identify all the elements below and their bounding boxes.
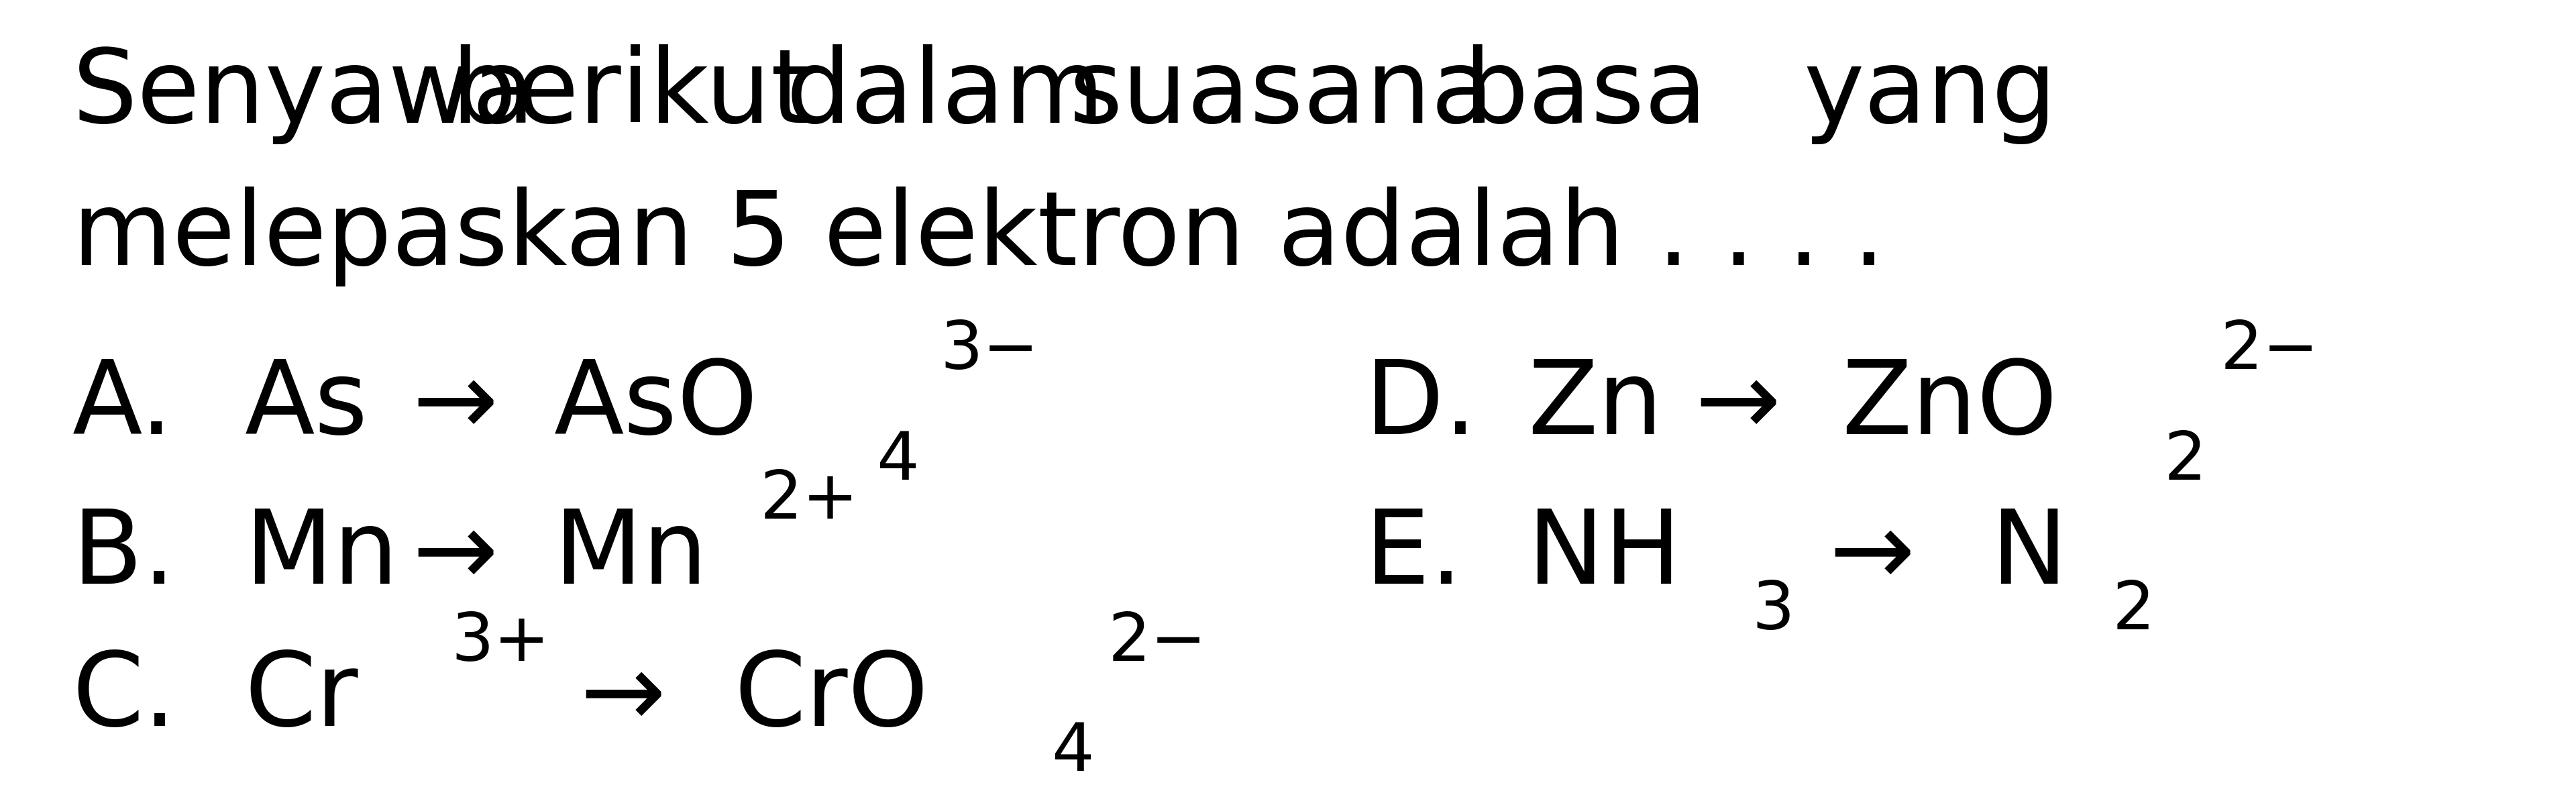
Text: Mn: Mn: [245, 505, 399, 606]
Text: →: →: [412, 505, 497, 606]
Text: Mn: Mn: [554, 505, 708, 606]
Text: dalam: dalam: [786, 44, 1105, 144]
Text: berikut: berikut: [451, 44, 811, 144]
Text: →: →: [580, 647, 665, 747]
Text: 4: 4: [876, 428, 920, 493]
Text: 3−: 3−: [940, 318, 1038, 383]
Text: Senyawa: Senyawa: [72, 44, 536, 144]
Text: 2+: 2+: [760, 468, 858, 533]
Text: N: N: [1991, 505, 2069, 606]
Text: A.: A.: [72, 356, 173, 456]
Text: D.: D.: [1365, 356, 1476, 456]
Text: 3: 3: [1752, 578, 1795, 643]
Text: As: As: [245, 356, 368, 456]
Text: 2−: 2−: [1108, 610, 1206, 675]
Text: Cr: Cr: [245, 647, 358, 747]
Text: →: →: [412, 356, 497, 456]
Text: suasana: suasana: [1069, 44, 1494, 144]
Text: AsO: AsO: [554, 356, 757, 456]
Text: C.: C.: [72, 647, 175, 747]
Text: Zn: Zn: [1528, 356, 1662, 456]
Text: B.: B.: [72, 505, 175, 606]
Text: CrO: CrO: [734, 647, 930, 747]
Text: ZnO: ZnO: [1842, 356, 2058, 456]
Text: yang: yang: [1803, 44, 2056, 144]
Text: →: →: [1695, 356, 1780, 456]
Text: 4: 4: [1051, 720, 1095, 785]
Text: →: →: [1829, 505, 1914, 606]
Text: 2−: 2−: [2221, 318, 2318, 383]
Text: 3+: 3+: [451, 610, 549, 675]
Text: basa: basa: [1463, 44, 1708, 144]
Text: E.: E.: [1365, 505, 1463, 606]
Text: NH: NH: [1528, 505, 1682, 606]
Text: melepaskan 5 elektron adalah . . . .: melepaskan 5 elektron adalah . . . .: [72, 186, 1886, 286]
Text: 2: 2: [2164, 428, 2208, 493]
Text: 2: 2: [2112, 578, 2156, 643]
